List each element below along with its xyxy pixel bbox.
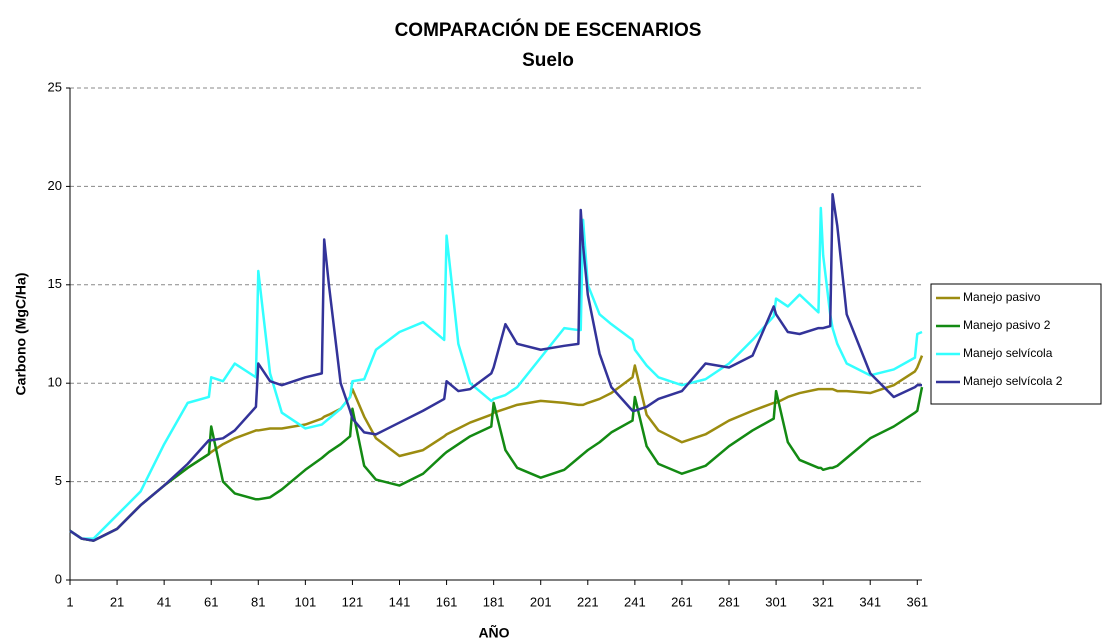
x-tick-label: 221 <box>577 594 599 609</box>
x-tick-label: 61 <box>204 594 218 609</box>
x-tick-label: 301 <box>765 594 787 609</box>
series-line <box>69 386 924 542</box>
chart-subtitle: Suelo <box>522 50 574 71</box>
x-tick-label: 41 <box>157 594 171 609</box>
x-tick-label: 241 <box>624 594 646 609</box>
y-tick-label: 0 <box>55 571 62 586</box>
x-tick-label: 341 <box>859 594 881 609</box>
x-tick-label: 141 <box>389 594 411 609</box>
legend-box <box>930 283 1102 405</box>
x-tick-label: 261 <box>671 594 693 609</box>
series-line <box>69 355 924 542</box>
x-tick-label: 121 <box>342 594 364 609</box>
y-tick-label: 5 <box>55 473 62 488</box>
series-line <box>69 193 922 542</box>
x-tick-label: 81 <box>251 594 265 609</box>
x-tick-label: 21 <box>110 594 124 609</box>
legend-label: Manejo selvícola <box>963 346 1053 360</box>
y-tick-label: 25 <box>48 79 62 94</box>
y-tick-label: 10 <box>48 375 62 390</box>
y-tick-label: 20 <box>48 178 62 193</box>
x-tick-label: 161 <box>436 594 458 609</box>
y-tick-label: 15 <box>48 276 62 291</box>
legend-label: Manejo pasivo <box>963 290 1041 304</box>
x-tick-label: 201 <box>530 594 552 609</box>
legend-label: Manejo selvícola 2 <box>963 374 1063 388</box>
x-tick-label: 101 <box>295 594 317 609</box>
legend-label: Manejo pasivo 2 <box>963 318 1051 332</box>
series-line <box>69 206 923 540</box>
y-axis-title: Carbono (MgC/Ha) <box>13 273 29 396</box>
chart-title: COMPARACIÓN DE ESCENARIOS <box>395 19 702 41</box>
x-tick-label: 361 <box>906 594 928 609</box>
x-tick-label: 181 <box>483 594 505 609</box>
x-tick-label: 1 <box>66 594 73 609</box>
x-axis-title: AÑO <box>478 624 509 641</box>
x-tick-label: 321 <box>812 594 834 609</box>
x-tick-label: 281 <box>718 594 740 609</box>
